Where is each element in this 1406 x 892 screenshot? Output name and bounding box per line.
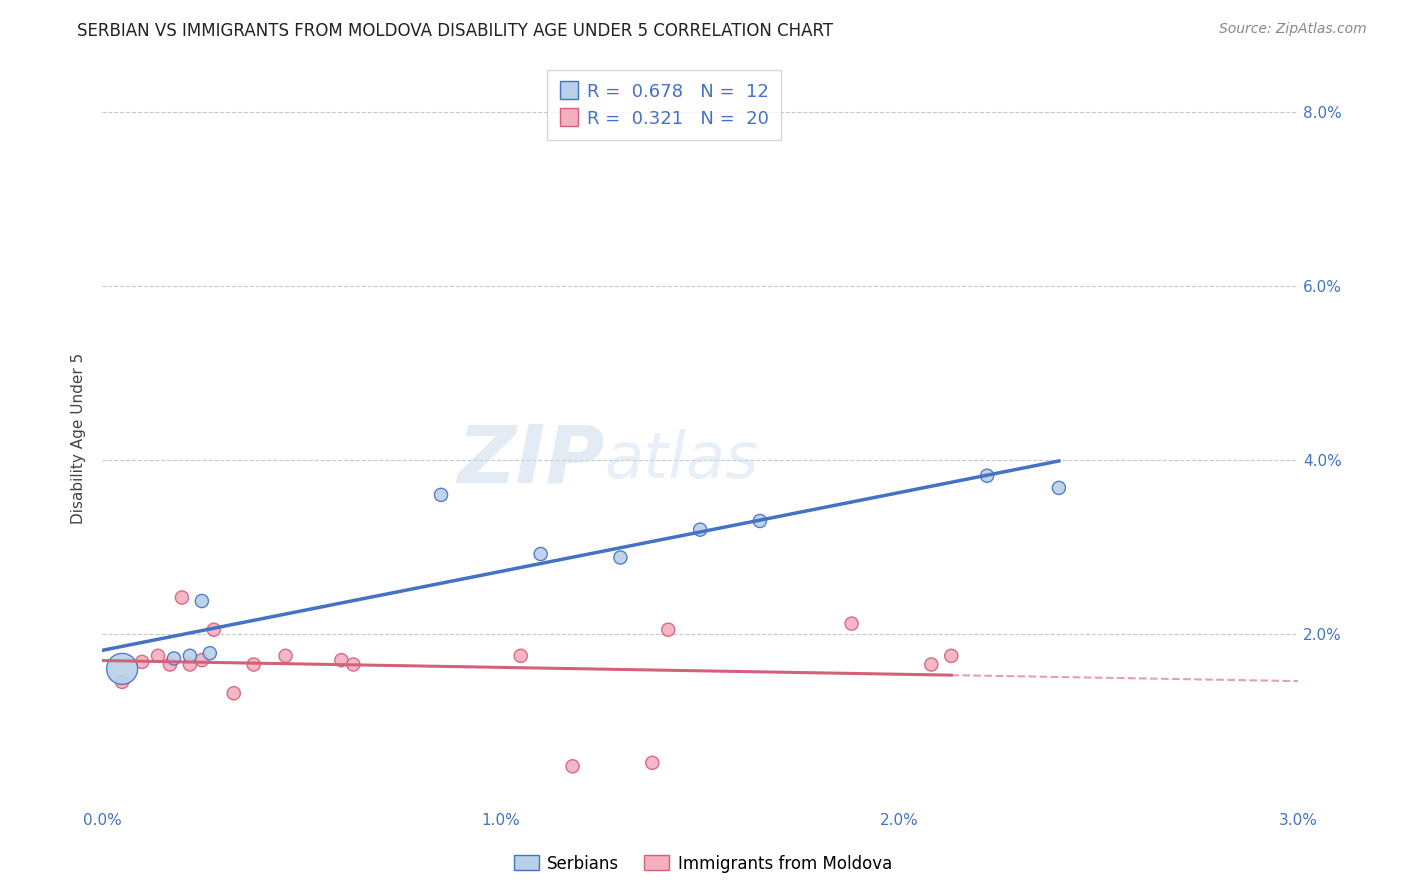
Point (163, 651, 186, 665)
Point (191, 594, 214, 608)
Point (430, 488, 453, 502)
Point (274, 648, 297, 663)
Point (242, 657, 264, 672)
Point (342, 657, 364, 672)
Legend: R =  0.678   N =  12, R =  0.321   N =  20: R = 0.678 N = 12, R = 0.321 N = 20 (547, 70, 782, 140)
Point (530, 547, 553, 561)
Point (170, 591, 193, 605)
Point (191, 653, 214, 667)
Point (111, 662, 134, 676)
Point (330, 653, 353, 667)
Point (179, 648, 201, 663)
Point (159, 657, 181, 672)
Point (1047, 481, 1070, 495)
Point (222, 686, 245, 700)
Point (179, 657, 201, 672)
Point (561, 759, 583, 773)
Legend: Serbians, Immigrants from Moldova: Serbians, Immigrants from Moldova (508, 848, 898, 880)
Point (657, 623, 679, 637)
Point (641, 756, 664, 770)
Point (146, 648, 169, 663)
Point (689, 523, 711, 537)
Point (202, 623, 225, 637)
Text: ZIP: ZIP (457, 422, 605, 500)
Y-axis label: Disability Age Under 5: Disability Age Under 5 (72, 352, 86, 524)
Text: atlas: atlas (605, 429, 759, 491)
Point (609, 550, 631, 565)
Point (841, 616, 863, 631)
Point (941, 648, 963, 663)
Point (920, 657, 942, 672)
Point (131, 655, 153, 669)
Text: SERBIAN VS IMMIGRANTS FROM MOLDOVA DISABILITY AGE UNDER 5 CORRELATION CHART: SERBIAN VS IMMIGRANTS FROM MOLDOVA DISAB… (77, 22, 834, 40)
Text: Source: ZipAtlas.com: Source: ZipAtlas.com (1219, 22, 1367, 37)
Point (111, 674, 134, 689)
Point (976, 468, 998, 483)
Point (748, 514, 770, 528)
Point (198, 646, 221, 660)
Point (509, 648, 531, 663)
